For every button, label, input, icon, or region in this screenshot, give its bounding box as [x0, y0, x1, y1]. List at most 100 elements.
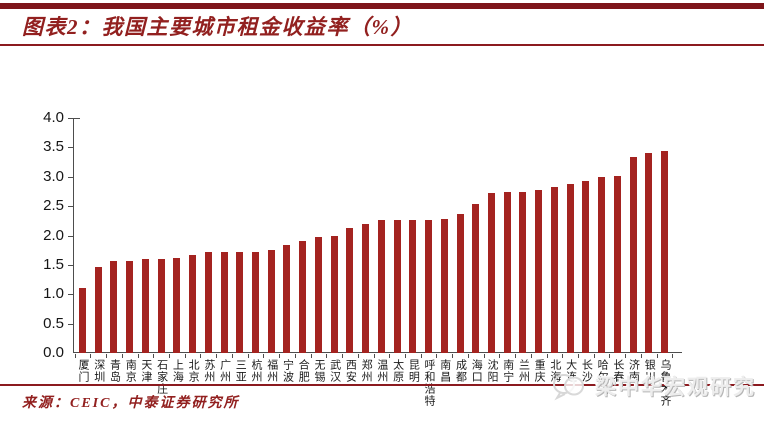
bar-北京 [189, 255, 197, 353]
y-axis-tick [68, 323, 73, 325]
x-axis-label: 青岛 [108, 359, 121, 383]
y-axis-label: 2.5 [43, 197, 64, 215]
speech-bubble-logo-icon [553, 374, 584, 401]
x-axis-label: 长沙 [580, 359, 593, 383]
bar-武汉 [330, 235, 338, 353]
x-axis-label: 银川 [643, 359, 656, 383]
x-axis-tick [436, 354, 438, 358]
bar-哈尔滨 [598, 176, 606, 353]
x-axis-label: 海口 [470, 359, 483, 383]
plot-area [73, 118, 682, 353]
bar-福州 [267, 250, 275, 353]
bar-银川 [645, 153, 653, 353]
x-axis-tick [184, 354, 186, 358]
top-rule [0, 3, 764, 9]
y-axis-label: 3.0 [43, 167, 64, 185]
y-axis-label: 0.5 [43, 314, 64, 332]
x-axis-tick [231, 354, 233, 358]
y-axis-tick [68, 235, 73, 237]
x-axis-tick [74, 354, 76, 358]
x-axis-label: 沈阳 [485, 359, 498, 383]
bar-北海 [550, 187, 558, 353]
x-axis-label: 哈尔滨 [596, 359, 609, 395]
bar-天津 [141, 259, 149, 353]
bar-广州 [220, 251, 228, 353]
x-axis-label: 呼和浩特 [423, 359, 436, 407]
bar-西安 [346, 228, 354, 353]
x-axis-label: 深圳 [92, 359, 105, 383]
x-axis-tick [452, 354, 454, 358]
x-axis-tick [106, 354, 108, 358]
x-axis-tick [153, 354, 155, 358]
x-axis-tick [357, 354, 359, 358]
x-axis-tick [121, 354, 123, 358]
x-axis-label: 温州 [375, 359, 388, 383]
bar-乌鲁木齐 [661, 151, 668, 353]
bar-郑州 [362, 223, 370, 353]
bar-无锡 [314, 237, 322, 353]
x-axis-label: 广州 [218, 359, 231, 383]
bar-兰州 [519, 192, 527, 353]
bar-沈阳 [487, 193, 495, 353]
x-axis-label: 福州 [265, 359, 278, 383]
x-axis-label: 石家庄 [155, 359, 168, 395]
x-axis-label: 三亚 [234, 359, 247, 383]
bar-太原 [393, 219, 401, 353]
x-axis-label: 上海 [171, 359, 184, 383]
y-axis-tick [68, 206, 73, 208]
x-axis-label: 成都 [454, 359, 467, 383]
x-axis-label: 合肥 [297, 359, 310, 383]
bar-昆明 [409, 219, 417, 353]
x-axis-tick [310, 354, 312, 358]
x-axis-tick [483, 354, 485, 358]
x-axis-label: 南宁 [501, 359, 514, 383]
bar-合肥 [299, 241, 307, 353]
x-axis-tick [137, 354, 139, 358]
y-axis-tick [68, 176, 73, 178]
x-axis-label: 重庆 [533, 359, 546, 383]
bottom-rule [0, 384, 764, 386]
bar-杭州 [252, 251, 260, 353]
x-axis-label: 昆明 [407, 359, 420, 383]
x-axis-tick [216, 354, 218, 358]
x-axis-tick [640, 354, 642, 358]
x-axis-tick [200, 354, 202, 358]
x-axis-tick [389, 354, 391, 358]
y-axis-tick [68, 118, 73, 119]
x-axis-label: 北京 [187, 359, 200, 383]
x-axis-label: 太原 [391, 359, 404, 383]
bar-海口 [472, 204, 480, 353]
bar-南昌 [440, 219, 448, 353]
x-axis-tick [625, 354, 627, 358]
x-axis-tick [404, 354, 406, 358]
source-text: 来源：CEIC，中泰证券研究所 [22, 396, 240, 411]
bar-南宁 [503, 192, 511, 353]
x-axis-tick [247, 354, 249, 358]
bar-长沙 [582, 181, 590, 353]
x-axis-tick [609, 354, 611, 358]
x-axis-tick [294, 354, 296, 358]
bar-成都 [456, 213, 464, 353]
x-axis-tick [530, 354, 532, 358]
x-axis-label: 南京 [124, 359, 137, 383]
watermark-text: 梁中华宏观研究 [595, 376, 756, 399]
x-axis-label: 济南 [627, 359, 640, 383]
x-axis-tick [90, 354, 92, 358]
x-axis-label: 郑州 [360, 359, 373, 383]
x-axis-label: 厦门 [77, 359, 89, 383]
y-axis-tick [68, 147, 73, 149]
rental-yield-bar-chart: 0.0 0.5 1.0 1.5 2.0 2.5 3.0 3.5 4.0 厦门 深圳 青岛 南京 天津 石家… [0, 50, 764, 407]
x-axis-tick [279, 354, 281, 358]
y-axis-label: 2.0 [43, 226, 64, 244]
y-axis-label: 4.0 [43, 109, 64, 126]
x-axis-label: 无锡 [312, 359, 325, 383]
chart-title: 图表2：我国主要城市租金收益率（%） [22, 15, 413, 39]
bar-重庆 [535, 190, 543, 353]
title-underline [0, 44, 764, 46]
y-axis-top-tick [73, 118, 80, 119]
x-axis-tick [326, 354, 328, 358]
x-axis-tick [546, 354, 548, 358]
x-axis-tick [420, 354, 422, 358]
bar-青岛 [110, 260, 118, 353]
